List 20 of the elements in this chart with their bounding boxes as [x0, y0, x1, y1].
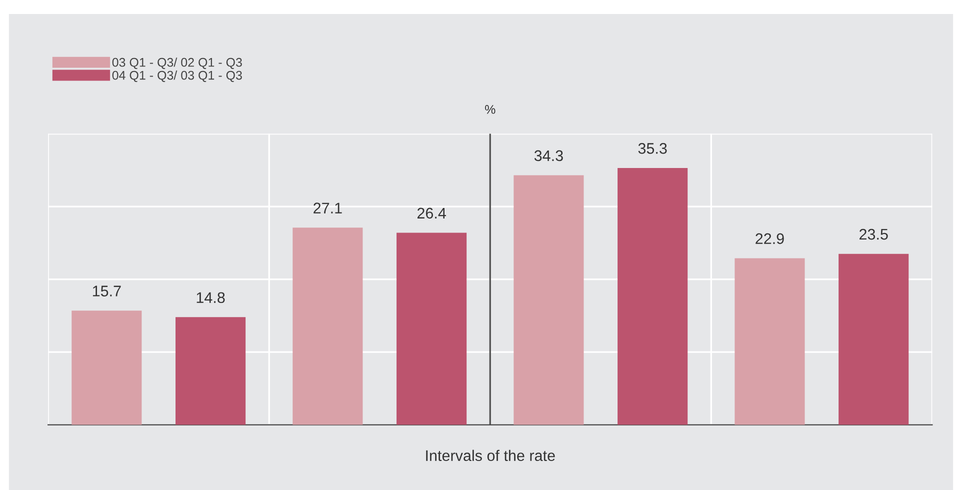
bar — [72, 310, 142, 425]
y-axis-title: % — [485, 105, 496, 114]
bar — [396, 232, 467, 425]
data-label: 35.3 — [638, 143, 667, 154]
data-label: 26.4 — [417, 208, 446, 219]
legend-label: 04 Q1 - Q3/ 03 Q1 - Q3 — [112, 70, 242, 82]
bar — [618, 168, 688, 425]
legend-label: 03 Q1 - Q3/ 02 Q1 - Q3 — [112, 58, 242, 69]
bar — [514, 175, 584, 425]
bar — [292, 228, 363, 425]
bar — [734, 258, 805, 425]
data-label: 22.9 — [756, 233, 784, 244]
data-label: 34.3 — [534, 150, 563, 162]
x-axis-title: Intervals of the rate — [426, 450, 555, 462]
bar — [176, 317, 246, 425]
data-label: 14.8 — [196, 292, 225, 304]
data-label: 23.5 — [860, 228, 888, 240]
data-label: 27.1 — [314, 202, 342, 214]
data-label: 15.7 — [92, 286, 121, 296]
bar — [838, 254, 909, 425]
